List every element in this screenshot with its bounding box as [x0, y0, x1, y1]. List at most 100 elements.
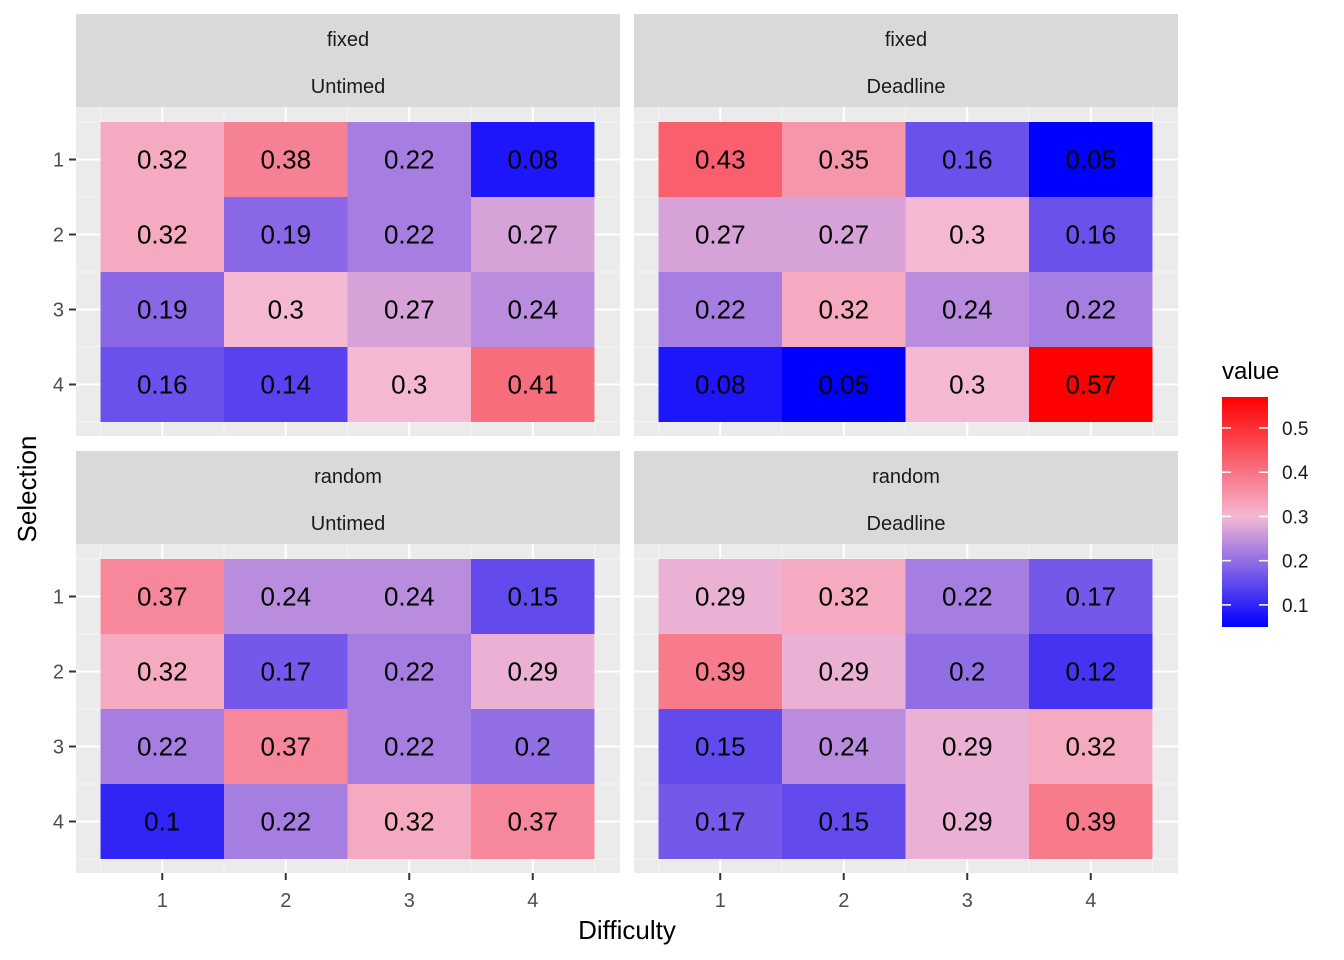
facet-strip-label-bottom: Deadline — [867, 513, 946, 535]
heatmap-tile — [905, 347, 1029, 422]
heatmap-tile — [224, 272, 348, 347]
heatmap-tile — [658, 347, 782, 422]
facet-panel: fixed Deadline 0.43 0.35 0.16 0.05 0.27 0.27 0.3… — [634, 14, 1178, 436]
heatmap-tile — [347, 709, 471, 784]
heatmap-tile-label: 0.22 — [695, 295, 746, 325]
heatmap-tile-label: 0.39 — [1065, 807, 1116, 837]
heatmap-tile-label: 0.17 — [695, 807, 746, 837]
x-axis-tick-label: 2 — [280, 890, 291, 912]
x-axis-tick-label: 1 — [157, 890, 168, 912]
x-axis-tick-label: 1 — [715, 890, 726, 912]
color-legend: value 0.1 0.2 0.3 0.4 0.5 — [1222, 358, 1309, 627]
heatmap-tile-label: 0.22 — [384, 145, 435, 175]
heatmap-tile-label: 0.2 — [949, 657, 985, 687]
heatmap-tile-label: 0.32 — [818, 295, 869, 325]
heatmap-tile — [658, 634, 782, 709]
heatmap-tile-label: 0.32 — [384, 807, 435, 837]
heatmap-tile — [658, 122, 782, 197]
heatmap-tile-label: 0.3 — [949, 370, 985, 400]
heatmap-tile — [100, 784, 224, 859]
heatmap-tile-label: 0.29 — [818, 657, 869, 687]
heatmap-tile — [782, 709, 906, 784]
legend-tick-label: 0.1 — [1282, 596, 1308, 617]
heatmap-tile-label: 0.24 — [818, 732, 869, 762]
heatmap-tile — [224, 559, 348, 634]
facet-strip-label-top: fixed — [885, 29, 927, 51]
heatmap-tile-label: 0.27 — [818, 220, 869, 250]
heatmap-tile — [1029, 784, 1153, 859]
heatmap-tile-label: 0.14 — [260, 370, 311, 400]
heatmap-tile-label: 0.29 — [695, 582, 746, 612]
heatmap-tile — [1029, 272, 1153, 347]
legend-tick-label: 0.4 — [1282, 463, 1309, 484]
facet-strip — [634, 14, 1178, 107]
heatmap-tile — [905, 272, 1029, 347]
heatmap-tile-label: 0.41 — [507, 370, 558, 400]
heatmap-tile — [1029, 347, 1153, 422]
facet-strip-label-top: fixed — [327, 29, 369, 51]
heatmap-tile-label: 0.27 — [384, 295, 435, 325]
heatmap-tile — [471, 197, 595, 272]
heatmap-tile-label: 0.08 — [507, 145, 558, 175]
heatmap-tile-label: 0.16 — [942, 145, 993, 175]
heatmap-tile-label: 0.37 — [137, 582, 188, 612]
heatmap-tile-label: 0.22 — [1065, 295, 1116, 325]
heatmap-tile-label: 0.22 — [137, 732, 188, 762]
y-axis-tick-label: 4 — [53, 812, 64, 834]
heatmap-tile — [347, 197, 471, 272]
heatmap-tile — [471, 559, 595, 634]
heatmap-tile-label: 0.17 — [1065, 582, 1116, 612]
heatmap-tile-label: 0.27 — [507, 220, 558, 250]
heatmap-tile-label: 0.19 — [137, 295, 188, 325]
heatmap-tile — [471, 709, 595, 784]
heatmap-tile — [658, 784, 782, 859]
heatmap-tile — [347, 559, 471, 634]
heatmap-tile — [905, 709, 1029, 784]
heatmap-tile — [782, 272, 906, 347]
heatmap-tile-label: 0.05 — [818, 370, 869, 400]
heatmap-tile — [100, 122, 224, 197]
heatmap-tile-label: 0.3 — [949, 220, 985, 250]
heatmap-tile — [905, 634, 1029, 709]
heatmap-tile — [347, 634, 471, 709]
heatmap-tile — [905, 122, 1029, 197]
heatmap-tile — [100, 197, 224, 272]
heatmap-tile-label: 0.39 — [695, 657, 746, 687]
facet-strip — [634, 451, 1178, 544]
legend-title: value — [1222, 358, 1279, 385]
legend-tick-label: 0.3 — [1282, 507, 1308, 528]
facet-strip — [76, 14, 620, 107]
heatmap-tile — [224, 197, 348, 272]
y-axis-tick-label: 2 — [53, 662, 64, 684]
heatmap-tile-label: 0.22 — [384, 220, 435, 250]
heatmap-tile-label: 0.57 — [1065, 370, 1116, 400]
heatmap-tile-label: 0.29 — [507, 657, 558, 687]
heatmap-tile — [658, 197, 782, 272]
heatmap-tile — [782, 197, 906, 272]
x-axis-title: Difficulty — [578, 915, 676, 945]
heatmap-tile-label: 0.38 — [260, 145, 311, 175]
heatmap-tile-label: 0.32 — [137, 220, 188, 250]
facet-panel: fixed Untimed 0.32 0.38 0.22 0.08 0.32 0.19 0.22… — [76, 14, 620, 436]
y-axis-tick-label: 3 — [53, 300, 64, 322]
heatmap-tile — [224, 347, 348, 422]
heatmap-tile — [100, 709, 224, 784]
heatmap-tile-label: 0.37 — [260, 732, 311, 762]
x-axis-tick-label: 3 — [404, 890, 415, 912]
facet-panel: random Untimed 0.37 0.24 0.24 0.15 0.32 0.17 0.2… — [76, 451, 620, 873]
heatmap-tile-label: 0.16 — [1065, 220, 1116, 250]
heatmap-tile — [905, 784, 1029, 859]
y-axis-tick-label: 1 — [53, 150, 64, 172]
heatmap-tile-label: 0.24 — [507, 295, 558, 325]
heatmap-tile — [1029, 122, 1153, 197]
heatmap-tile-label: 0.12 — [1065, 657, 1116, 687]
heatmap-tile-label: 0.22 — [384, 657, 435, 687]
heatmap-tile — [658, 709, 782, 784]
legend-tick-label: 0.5 — [1282, 419, 1308, 440]
heatmap-tile — [100, 272, 224, 347]
x-axis-tick-label: 2 — [838, 890, 849, 912]
facet-panels: fixed Untimed 0.32 0.38 0.22 0.08 0.32 0.19 0.22… — [76, 14, 1178, 873]
heatmap-tile — [347, 122, 471, 197]
heatmap-tile-label: 0.17 — [260, 657, 311, 687]
